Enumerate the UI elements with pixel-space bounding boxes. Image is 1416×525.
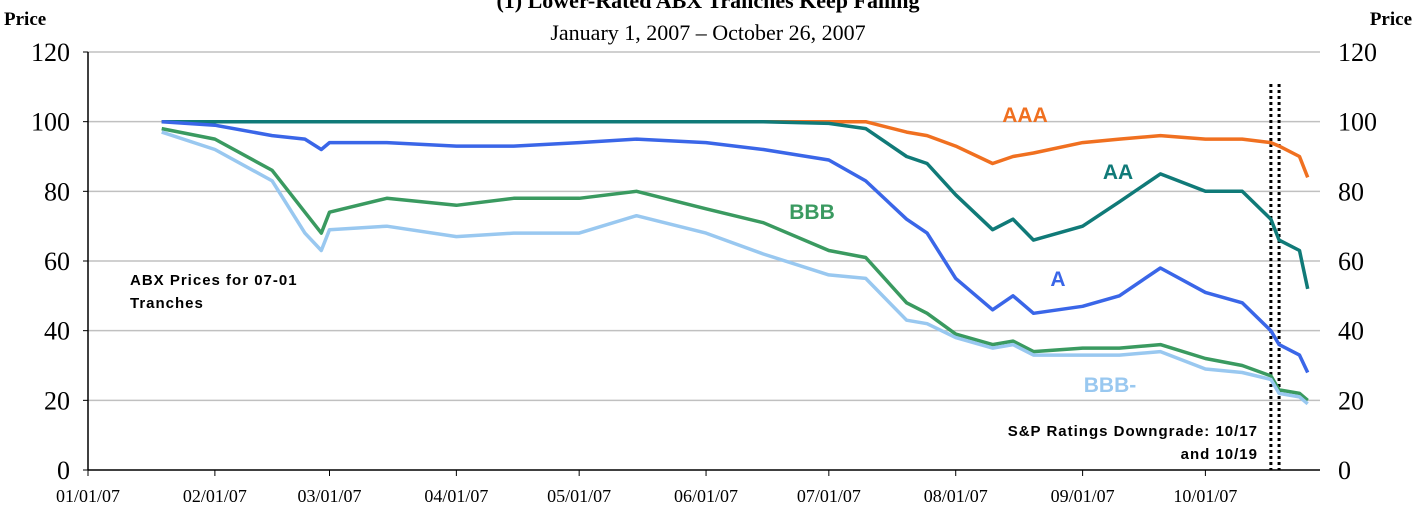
annotation: ABX Prices for 07-01 bbox=[130, 272, 298, 289]
y-tick-label: 20 bbox=[44, 386, 70, 415]
x-tick-label: 10/01/07 bbox=[1173, 486, 1237, 506]
chart-subtitle: January 1, 2007 – October 26, 2007 bbox=[550, 20, 865, 45]
x-tick-label: 09/01/07 bbox=[1051, 486, 1115, 506]
y2-tick-label: 60 bbox=[1338, 247, 1364, 276]
series-label: BBB bbox=[789, 201, 835, 224]
x-tick-label: 05/01/07 bbox=[547, 486, 611, 506]
series-label: BBB- bbox=[1084, 374, 1137, 397]
chart-title: (1) Lower-Rated ABX Tranches Keep Fallin… bbox=[496, 0, 919, 13]
y-tick-label: 0 bbox=[57, 456, 70, 485]
y2-tick-label: 120 bbox=[1338, 38, 1377, 67]
series-label: AA bbox=[1103, 161, 1133, 184]
y-tick-label: 80 bbox=[44, 177, 70, 206]
y2-tick-label: 80 bbox=[1338, 177, 1364, 206]
annotation: Tranches bbox=[130, 295, 204, 312]
y2-tick-label: 20 bbox=[1338, 386, 1364, 415]
series-label: AAA bbox=[1002, 104, 1048, 127]
series-line bbox=[161, 119, 1310, 374]
series-line bbox=[161, 130, 1309, 406]
x-tick-label: 04/01/07 bbox=[424, 486, 488, 506]
y2-tick-label: 0 bbox=[1338, 456, 1351, 485]
x-tick-label: 06/01/07 bbox=[674, 486, 738, 506]
y2-axis-title: Price bbox=[1370, 9, 1412, 30]
annotation: S&P Ratings Downgrade: 10/17 bbox=[1008, 423, 1258, 440]
series-line bbox=[161, 126, 1309, 402]
x-tick-label: 07/01/07 bbox=[797, 486, 861, 506]
y-tick-label: 40 bbox=[44, 317, 70, 346]
x-tick-label: 08/01/07 bbox=[924, 486, 988, 506]
x-tick-label: 01/01/07 bbox=[56, 486, 120, 506]
annotation: and 10/19 bbox=[1181, 446, 1258, 463]
y-tick-label: 60 bbox=[44, 247, 70, 276]
series-line bbox=[161, 119, 1310, 179]
y-axis-title: Price bbox=[4, 9, 46, 30]
y-tick-label: 100 bbox=[31, 108, 70, 137]
x-tick-label: 02/01/07 bbox=[183, 486, 247, 506]
series-label: A bbox=[1050, 268, 1065, 291]
y2-tick-label: 40 bbox=[1338, 317, 1364, 346]
series-line bbox=[161, 119, 1310, 290]
x-tick-label: 03/01/07 bbox=[297, 486, 361, 506]
y-tick-label: 120 bbox=[31, 38, 70, 67]
y2-tick-label: 100 bbox=[1338, 108, 1377, 137]
